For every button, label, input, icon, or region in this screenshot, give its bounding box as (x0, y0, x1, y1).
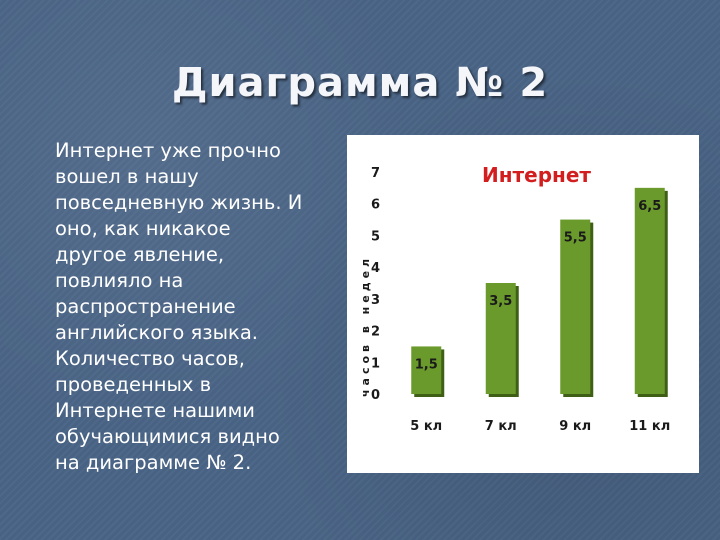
bar-chart: Интернет часов в недел 0 1 2 3 4 5 6 7 1,5 3,5 5,… (359, 163, 670, 434)
bar-value-label: 3,5 (489, 294, 512, 309)
x-category-label: 11 кл (629, 419, 670, 434)
slide-title: Диаграмма № 2 (171, 60, 549, 106)
y-tick-label: 6 (371, 198, 380, 213)
bar-value-label: 6,5 (638, 199, 661, 214)
y-tick-label: 3 (371, 293, 380, 308)
y-axis-label: часов в недел (359, 255, 372, 397)
bar-value-label: 1,5 (415, 357, 438, 372)
bar-value-label: 5,5 (564, 231, 587, 246)
chart-panel: Интернет часов в недел 0 1 2 3 4 5 6 7 1,5 3,5 5,… (347, 135, 699, 473)
bar (485, 283, 516, 394)
bar (560, 219, 591, 394)
y-tick-label: 4 (371, 261, 380, 276)
y-tick-label: 7 (371, 166, 380, 181)
y-tick-label: 0 (371, 388, 380, 403)
x-category-label: 9 кл (559, 419, 591, 434)
chart-title: Интернет (482, 163, 591, 187)
y-tick-label: 1 (371, 356, 380, 371)
bar (634, 187, 665, 394)
y-tick-label: 2 (371, 325, 380, 340)
bar (411, 346, 442, 394)
y-tick-label: 5 (371, 229, 380, 244)
slide-body-text: Интернет уже прочно вошел в нашу повседн… (55, 139, 303, 474)
x-category-label: 5 кл (410, 419, 442, 434)
x-category-label: 7 кл (485, 419, 517, 434)
